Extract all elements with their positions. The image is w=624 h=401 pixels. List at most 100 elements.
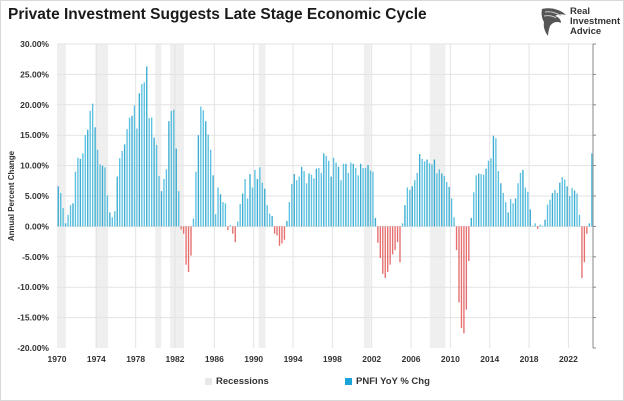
bar (394, 226, 396, 251)
bar (541, 225, 544, 227)
bar (254, 169, 256, 227)
bar (475, 175, 477, 227)
bar (101, 165, 104, 227)
x-tick-label: 2014 (480, 354, 499, 364)
bar (261, 182, 263, 227)
bar (455, 226, 458, 251)
bar (79, 158, 82, 227)
bar (391, 226, 394, 255)
recessions-swatch (205, 378, 212, 385)
bar (288, 202, 291, 227)
bar (502, 192, 504, 227)
bar (57, 186, 59, 227)
bar (490, 158, 492, 227)
bar (155, 144, 158, 227)
bar (404, 205, 406, 227)
bar (401, 223, 404, 227)
bar (119, 158, 121, 227)
bar (431, 164, 433, 227)
bar (414, 180, 416, 227)
bar (399, 226, 401, 263)
bar (335, 162, 337, 227)
bar (123, 144, 126, 227)
x-tick-label: 2006 (402, 354, 421, 364)
bar (143, 82, 145, 227)
bar (281, 226, 283, 244)
bar (573, 190, 576, 227)
bar (273, 226, 276, 234)
bar (396, 226, 399, 243)
x-tick-label: 2018 (520, 354, 539, 364)
bar (286, 220, 288, 227)
eagle-icon (541, 8, 566, 36)
bar (389, 226, 391, 265)
bar (173, 109, 175, 227)
bar (546, 204, 549, 227)
bar (239, 203, 241, 227)
bar (126, 129, 128, 227)
bar (293, 174, 295, 227)
bar (406, 187, 409, 227)
logo-line-2: Investment (570, 16, 621, 27)
bar (460, 226, 463, 328)
bar (362, 168, 364, 227)
bar (200, 106, 202, 227)
x-tick-label: 1994 (284, 354, 303, 364)
bar (296, 180, 298, 227)
bar (581, 226, 583, 279)
bar (62, 208, 64, 227)
bar (509, 199, 512, 227)
bar (409, 189, 411, 227)
legend-recessions: Recessions (205, 376, 269, 387)
bar (529, 209, 531, 227)
x-tick-label: 1970 (48, 354, 67, 364)
y-tick-label: 30.00% (20, 39, 49, 49)
bar (551, 192, 554, 227)
y-tick-label: -10.00% (17, 282, 49, 292)
bar (106, 195, 109, 227)
bar (185, 226, 187, 265)
bar (450, 198, 453, 227)
bar (148, 118, 150, 227)
bar (534, 223, 536, 227)
bar (219, 194, 222, 227)
x-tick-label: 1982 (166, 354, 185, 364)
bar (578, 214, 581, 227)
bar (379, 226, 381, 259)
bar (441, 173, 443, 227)
bar (69, 205, 72, 227)
bar (583, 226, 586, 263)
bar (473, 192, 475, 227)
bar (251, 187, 254, 227)
bar (328, 160, 330, 227)
bar (318, 168, 320, 227)
bar (82, 153, 84, 227)
bar (72, 203, 74, 227)
bar (99, 164, 101, 227)
bar (382, 226, 384, 274)
bar (182, 226, 185, 234)
bar (374, 217, 377, 227)
bar (495, 138, 497, 227)
bar (340, 180, 342, 227)
x-tick-label: 1986 (205, 354, 224, 364)
bar (153, 137, 155, 227)
bar (111, 217, 113, 227)
bar (121, 151, 123, 227)
bar (222, 202, 224, 227)
bar (116, 176, 118, 227)
bar (271, 216, 273, 227)
bar (180, 226, 182, 230)
legend-recessions-label: Recessions (216, 376, 269, 387)
bar (89, 110, 91, 227)
bar (519, 172, 522, 227)
bar (568, 196, 571, 227)
bar (463, 226, 465, 334)
bar (278, 226, 281, 246)
axes (592, 43, 596, 349)
bar (87, 129, 89, 227)
bar (561, 177, 563, 227)
bar (305, 183, 308, 227)
bar (492, 135, 495, 227)
bar (64, 223, 67, 227)
